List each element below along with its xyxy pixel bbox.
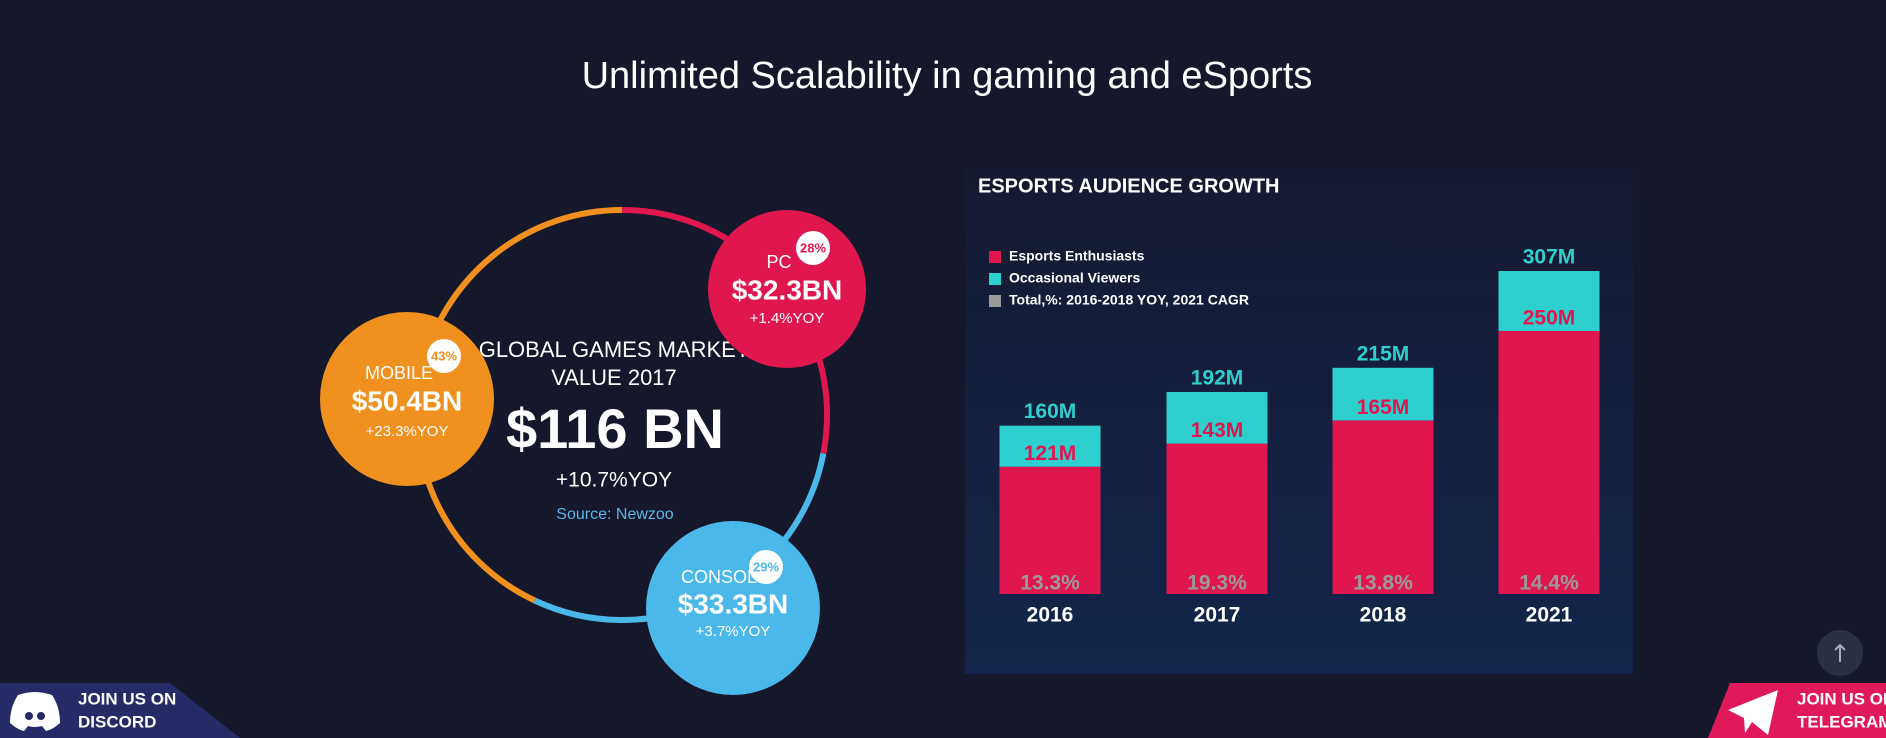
discord-text: JOIN US ON bbox=[78, 689, 176, 708]
market-value: $116 BN bbox=[506, 397, 724, 460]
x-tick-label: 2021 bbox=[1526, 604, 1573, 627]
bar-segment bbox=[1166, 443, 1268, 594]
segment-growth: +23.3%YOY bbox=[366, 423, 449, 440]
x-tick-label: 2017 bbox=[1194, 604, 1241, 627]
enthusiast-label: 143M bbox=[1191, 419, 1244, 442]
segment-name: PC bbox=[766, 252, 791, 272]
segment-growth: +3.7%YOY bbox=[696, 623, 771, 640]
growth-label: 13.3% bbox=[1020, 572, 1080, 595]
total-label: 192M bbox=[1191, 367, 1244, 390]
telegram-banner[interactable]: JOIN US ON TELEGRAM bbox=[1708, 683, 1886, 738]
telegram-background bbox=[1708, 683, 1886, 738]
enthusiast-label: 165M bbox=[1357, 396, 1410, 419]
segment-growth: +1.4%YOY bbox=[750, 310, 825, 327]
bar-segment bbox=[1332, 367, 1434, 421]
growth-label: 13.8% bbox=[1353, 572, 1413, 595]
segment-value: $33.3BN bbox=[678, 588, 789, 619]
telegram-icon bbox=[1728, 690, 1778, 735]
scroll-top-arrow bbox=[1834, 643, 1846, 662]
share-bubble bbox=[427, 339, 461, 373]
enthusiast-label: 250M bbox=[1523, 307, 1576, 330]
legend-swatch bbox=[989, 273, 1001, 285]
market-source: Source: Newzoo bbox=[556, 506, 673, 523]
segment-value: $32.3BN bbox=[732, 274, 843, 305]
chart-title: ESPORTS AUDIENCE GROWTH bbox=[978, 175, 1280, 197]
discord-eye bbox=[25, 712, 33, 720]
segment-name: CONSOLE bbox=[681, 567, 769, 587]
x-tick-label: 2018 bbox=[1360, 604, 1407, 627]
bar-segment bbox=[999, 466, 1101, 594]
legend-label: Occasional Viewers bbox=[1009, 270, 1140, 286]
legend-label: Esports Enthusiasts bbox=[1009, 248, 1145, 264]
share-bubble bbox=[796, 231, 830, 265]
x-tick-label: 2016 bbox=[1027, 604, 1074, 627]
market-infographic: GLOBAL GAMES MARKET VALUE 2017 $116 BN +… bbox=[414, 207, 830, 623]
growth-label: 14.4% bbox=[1519, 572, 1579, 595]
share-bubble bbox=[749, 550, 783, 584]
legend-swatch bbox=[989, 251, 1001, 263]
total-label: 307M bbox=[1523, 246, 1576, 269]
growth-label: 19.3% bbox=[1187, 572, 1247, 595]
market-heading: GLOBAL GAMES MARKET bbox=[479, 337, 750, 362]
bar-segment bbox=[1166, 391, 1268, 444]
bar-segment bbox=[1332, 420, 1434, 594]
segment-value: $50.4BN bbox=[352, 385, 463, 416]
enthusiast-label: 121M bbox=[1024, 442, 1077, 465]
bar-segment bbox=[1498, 330, 1600, 594]
total-label: 215M bbox=[1357, 342, 1410, 365]
legend-label: Total,%: 2016-2018 YOY, 2021 CAGR bbox=[1009, 292, 1249, 308]
share-label: 28% bbox=[800, 240, 826, 255]
discord-eye bbox=[37, 712, 45, 720]
scroll-top-button[interactable] bbox=[1817, 630, 1863, 676]
share-label: 29% bbox=[753, 559, 779, 574]
discord-background bbox=[0, 683, 240, 738]
page-title: Unlimited Scalability in gaming and eSpo… bbox=[582, 55, 1313, 97]
share-label: 43% bbox=[431, 348, 457, 363]
discord-banner[interactable]: JOIN US ON DISCORD bbox=[0, 683, 240, 738]
market-heading: VALUE 2017 bbox=[551, 365, 677, 390]
telegram-text: TELEGRAM bbox=[1797, 712, 1886, 731]
discord-icon bbox=[10, 692, 60, 731]
legend-swatch bbox=[989, 295, 1001, 307]
bar-segment bbox=[999, 425, 1101, 467]
bar-segment bbox=[1498, 271, 1600, 331]
market-growth: +10.7%YOY bbox=[556, 469, 672, 492]
total-label: 160M bbox=[1024, 400, 1077, 423]
discord-text: DISCORD bbox=[78, 712, 156, 731]
telegram-text: JOIN US ON bbox=[1797, 689, 1886, 708]
segment-name: MOBILE bbox=[365, 363, 433, 383]
